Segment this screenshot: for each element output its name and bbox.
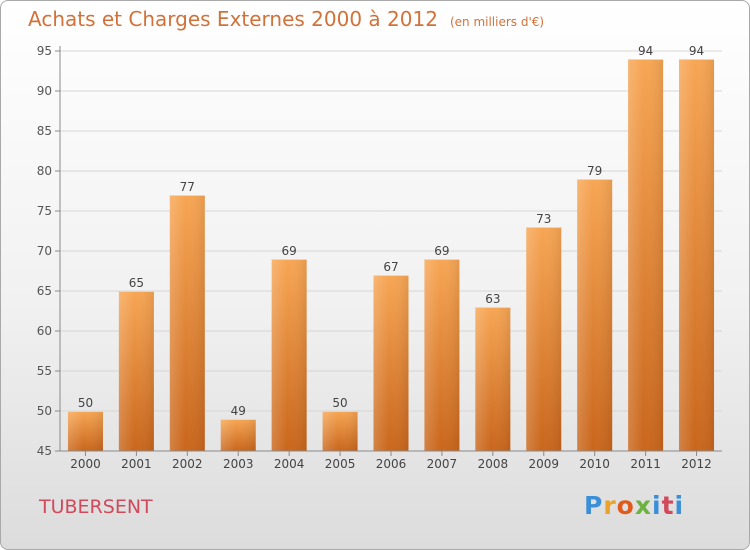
- bar-shine: [628, 59, 664, 451]
- value-label: 69: [434, 244, 449, 258]
- bar-shine: [220, 419, 256, 451]
- y-tick-label: 45: [37, 444, 52, 458]
- y-tick-label: 55: [37, 364, 52, 378]
- value-label: 94: [638, 44, 653, 58]
- x-tick-label: 2007: [427, 457, 458, 471]
- value-label: 94: [689, 44, 704, 58]
- bar-shine: [67, 411, 103, 451]
- y-tick-label: 90: [37, 84, 52, 98]
- value-label: 65: [129, 276, 144, 290]
- x-axis-ticks: 2000 2001 2002 2003 2004 2005 2006 2007 2008 2009…: [70, 451, 712, 471]
- value-label: 73: [536, 212, 551, 226]
- bar-shine: [679, 59, 715, 451]
- bar-shine: [322, 411, 358, 451]
- x-tick-label: 2003: [223, 457, 254, 471]
- value-label: 50: [78, 396, 93, 410]
- x-tick-label: 2001: [121, 457, 152, 471]
- x-tick-label: 2010: [579, 457, 610, 471]
- value-label: 69: [282, 244, 297, 258]
- y-tick-label: 50: [37, 404, 52, 418]
- bar-shine: [424, 259, 460, 451]
- chart-subtitle: (en milliers d'€): [449, 15, 545, 29]
- x-tick-label: 2006: [376, 457, 407, 471]
- bar-shine: [271, 259, 307, 451]
- x-tick-label: 2002: [172, 457, 203, 471]
- x-tick-label: 2011: [630, 457, 661, 471]
- x-tick-label: 2004: [274, 457, 305, 471]
- chart-title-text: Achats et Charges Externes 2000 à 2012: [28, 7, 438, 31]
- bars: [67, 59, 715, 451]
- y-axis-ticks: 45 50 55 60 65 70 75 80 85 90 95: [37, 44, 60, 458]
- x-tick-label: 2008: [478, 457, 509, 471]
- value-label: 77: [180, 180, 195, 194]
- y-tick-label: 75: [37, 204, 52, 218]
- bar-shine: [169, 195, 205, 451]
- chart-title: Achats et Charges Externes 2000 à 2012 (e…: [28, 7, 544, 31]
- y-tick-label: 85: [37, 124, 52, 138]
- y-tick-label: 70: [37, 244, 52, 258]
- bar-shine: [118, 291, 154, 451]
- bar-shine: [475, 307, 511, 451]
- proxiti-logo: Proxiti: [584, 491, 685, 520]
- data-labels: 50 65 77 49 69 50 67 69 63 73 79 94 94: [78, 44, 704, 418]
- bar-shine: [577, 179, 613, 451]
- bar-shine: [526, 227, 562, 451]
- y-tick-label: 65: [37, 284, 52, 298]
- x-tick-label: 2009: [528, 457, 559, 471]
- place-name: TUBERSENT: [39, 496, 153, 518]
- x-tick-label: 2005: [325, 457, 356, 471]
- value-label: 67: [383, 260, 398, 274]
- value-label: 49: [231, 404, 246, 418]
- x-tick-label: 2012: [681, 457, 712, 471]
- x-tick-label: 2000: [70, 457, 101, 471]
- value-label: 63: [485, 292, 500, 306]
- value-label: 50: [332, 396, 347, 410]
- y-tick-label: 60: [37, 324, 52, 338]
- value-label: 79: [587, 164, 602, 178]
- bar-shine: [373, 275, 409, 451]
- y-tick-label: 80: [37, 164, 52, 178]
- y-tick-label: 95: [37, 44, 52, 58]
